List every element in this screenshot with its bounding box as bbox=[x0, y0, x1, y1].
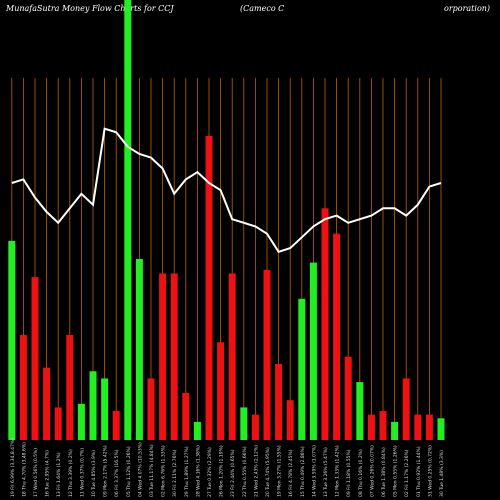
bar bbox=[228, 273, 236, 440]
x-tick-label: 03 Tue 11.17% (4.84%) bbox=[149, 444, 155, 497]
x-tick-label: 23 Fri 2.44% (0.65%) bbox=[230, 449, 236, 497]
bar bbox=[309, 262, 317, 440]
x-tick-label: 31 Wed 0.25% (0.72%) bbox=[427, 445, 433, 497]
x-tick-label: 18 Thu 4.70% (3,48.6%) bbox=[21, 442, 27, 497]
x-tick-label: 19 Mon 3.27% (1.55%) bbox=[277, 445, 283, 497]
title-left: MunafaSutra Money Flow Charts for CCJ bbox=[6, 4, 174, 13]
x-tick-label: 12 Thu 3.39% (0.2%) bbox=[68, 449, 74, 497]
bar bbox=[263, 269, 271, 440]
x-tick-label: 06 Tue 1.38% (0.84%) bbox=[381, 447, 387, 497]
x-tick-label: 20 Tue 4.74% (5.95%) bbox=[265, 447, 271, 497]
x-tick-label: 16 Fri 4.78% (2.45%) bbox=[288, 449, 294, 497]
bar bbox=[159, 273, 167, 440]
bar bbox=[217, 342, 225, 440]
x-tick-label: 09 Fri 1.18% (0.55%) bbox=[346, 449, 352, 497]
x-tick-label: 02 Mon 6.76% (1.33%) bbox=[161, 445, 167, 497]
price-line-path bbox=[11, 127, 442, 253]
x-tick-label: 06 Fri 3.37% (16.5%) bbox=[114, 449, 120, 497]
bar bbox=[205, 135, 213, 441]
bar bbox=[124, 0, 132, 440]
bar bbox=[425, 414, 433, 440]
x-tick-label: 15 Thu 0.49% (2.86%) bbox=[300, 446, 306, 497]
x-tick-label: 10 Tue 4.85% (3.9%) bbox=[91, 450, 97, 497]
x-tick-label: 13 Fri 1.64% (1.2%) bbox=[56, 452, 62, 497]
bar bbox=[402, 378, 410, 440]
x-tick-label: 05 Thu 1.12% (0.26%) bbox=[126, 446, 132, 497]
bar bbox=[66, 335, 74, 440]
bar bbox=[112, 411, 120, 440]
bar bbox=[333, 233, 341, 440]
bar bbox=[19, 335, 27, 440]
bar bbox=[147, 378, 155, 440]
bar bbox=[321, 208, 329, 440]
x-tick-label: 28 Wed 4.16% (1.38%) bbox=[195, 445, 201, 497]
bar bbox=[379, 411, 387, 440]
bar bbox=[31, 277, 39, 440]
x-tick-label: 09 Mon 2.17% (5.42%) bbox=[103, 445, 109, 497]
bar bbox=[54, 407, 62, 440]
x-tick-labels: 19 Fri 6.99% (3,34,8.47%) 18 Thu 4.70% (3… bbox=[10, 438, 445, 497]
x-tick-label: 30 Tue 1.48% (3.3%) bbox=[439, 450, 445, 497]
bar bbox=[170, 273, 178, 440]
chart-title: MunafaSutra Money Flow Charts for CCJ (C… bbox=[0, 0, 500, 20]
bar bbox=[298, 298, 306, 440]
x-tick-label: 21 Wed 2.43% (2.12%) bbox=[253, 445, 259, 497]
x-tick-label: 07 Wed 0.26% (0.07%) bbox=[369, 445, 375, 497]
x-tick-label: 01 Thu 0.92% (1.44%) bbox=[416, 446, 422, 497]
bar bbox=[367, 414, 375, 440]
bar bbox=[193, 421, 201, 440]
x-tick-label: 27 Tue 0.32% (2.29%) bbox=[207, 447, 213, 497]
x-tick-label: 19 Fri 6.99% (3,34,8.47%) bbox=[10, 438, 16, 497]
bar bbox=[135, 259, 143, 440]
bar bbox=[414, 414, 422, 440]
bar bbox=[77, 403, 85, 440]
x-tick-label: 08 Thu 0.16% (0.2%) bbox=[358, 449, 364, 497]
x-tick-label: 29 Thu 1.89% (1.27%) bbox=[184, 446, 190, 497]
x-tick-label: 26 Mon 1.20% (1.19%) bbox=[219, 445, 225, 497]
bar bbox=[8, 240, 16, 440]
bar bbox=[286, 400, 294, 440]
bar bbox=[182, 392, 190, 440]
x-tick-label: 30 Fri 2.11% (2.76%) bbox=[172, 449, 178, 497]
bar bbox=[89, 371, 97, 440]
price-line bbox=[11, 127, 442, 253]
x-tick-label: 13 Tue 3.26% (5.47%) bbox=[323, 447, 329, 497]
x-tick-label: 05 Mon 0.55% (1.26%) bbox=[393, 445, 399, 497]
x-tick-label: 22 Thu 0.55% (0.66%) bbox=[242, 446, 248, 497]
bar bbox=[275, 363, 283, 440]
bar bbox=[251, 414, 259, 440]
x-tick-label: 16 Tue 2.95% (4.7%) bbox=[45, 450, 51, 497]
bar bbox=[240, 407, 248, 440]
x-tick-label: 11 Wed 0.37% (0.7%) bbox=[79, 448, 85, 497]
title-right: orporation) bbox=[444, 4, 491, 13]
bar bbox=[437, 418, 445, 440]
bars bbox=[8, 0, 445, 441]
x-tick-label: 02 Fri 1.17% (2.26%) bbox=[404, 449, 410, 497]
bar bbox=[391, 421, 399, 440]
bar bbox=[43, 367, 51, 440]
x-tick-label: 14 Wed 3.59% (1.07%) bbox=[311, 445, 317, 497]
x-tick-label: 12 Mon 1.33% (1.42%) bbox=[335, 445, 341, 497]
x-tick-label: 17 Wed 0.56% (0.5%) bbox=[33, 448, 39, 497]
x-tick-label: 04 Wed 4.07% (10.53%) bbox=[137, 442, 143, 497]
grid-lines bbox=[11, 78, 442, 440]
bar bbox=[101, 378, 109, 440]
bar bbox=[356, 382, 364, 440]
bar bbox=[344, 356, 352, 440]
title-middle: (Cameco C bbox=[240, 4, 285, 13]
